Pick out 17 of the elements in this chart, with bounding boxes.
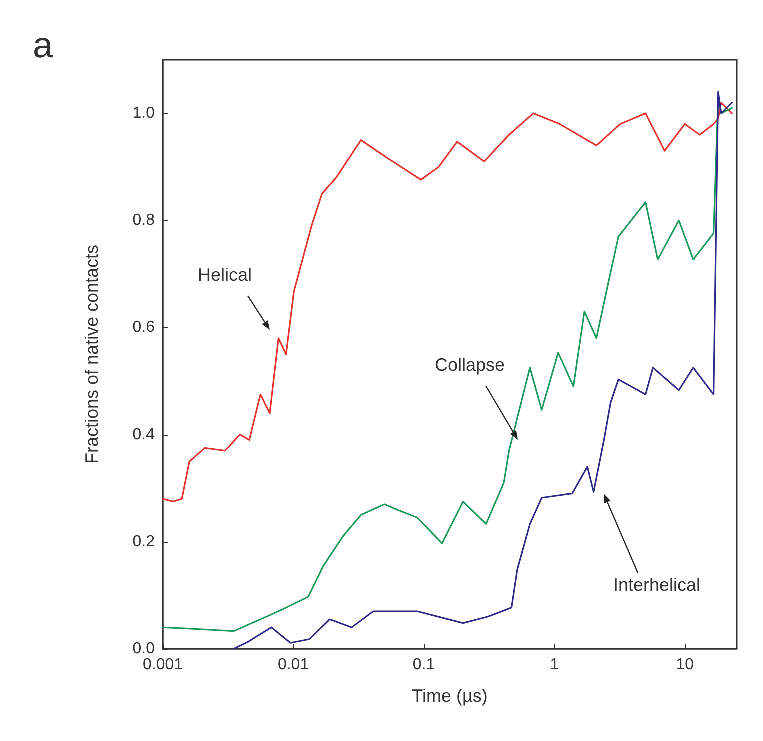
y-tick-label: 0.0 [132, 640, 156, 658]
x-axis-title: Time (µs) [412, 686, 488, 706]
y-tick-label: 0.8 [132, 212, 156, 230]
annotation: Helical [198, 265, 252, 285]
y-axis-title: Fractions of native contacts [82, 244, 102, 464]
x-tick-label: 0.01 [278, 656, 310, 674]
annotation: Interhelical [613, 575, 701, 595]
y-tick-label: 0.2 [132, 533, 156, 550]
x-tick-label: 0.001 [142, 656, 184, 674]
y-tick-label: 0.4 [132, 426, 156, 444]
x-tick-label: 10 [676, 656, 694, 674]
x-tick-label: 0.1 [412, 656, 436, 674]
chart-title: a [33, 24, 54, 66]
y-tick-label: 0.6 [132, 319, 156, 336]
y-tick-label: 1.0 [132, 105, 156, 122]
x-tick-label: 1 [550, 656, 560, 674]
annotation: Collapse [434, 355, 506, 375]
